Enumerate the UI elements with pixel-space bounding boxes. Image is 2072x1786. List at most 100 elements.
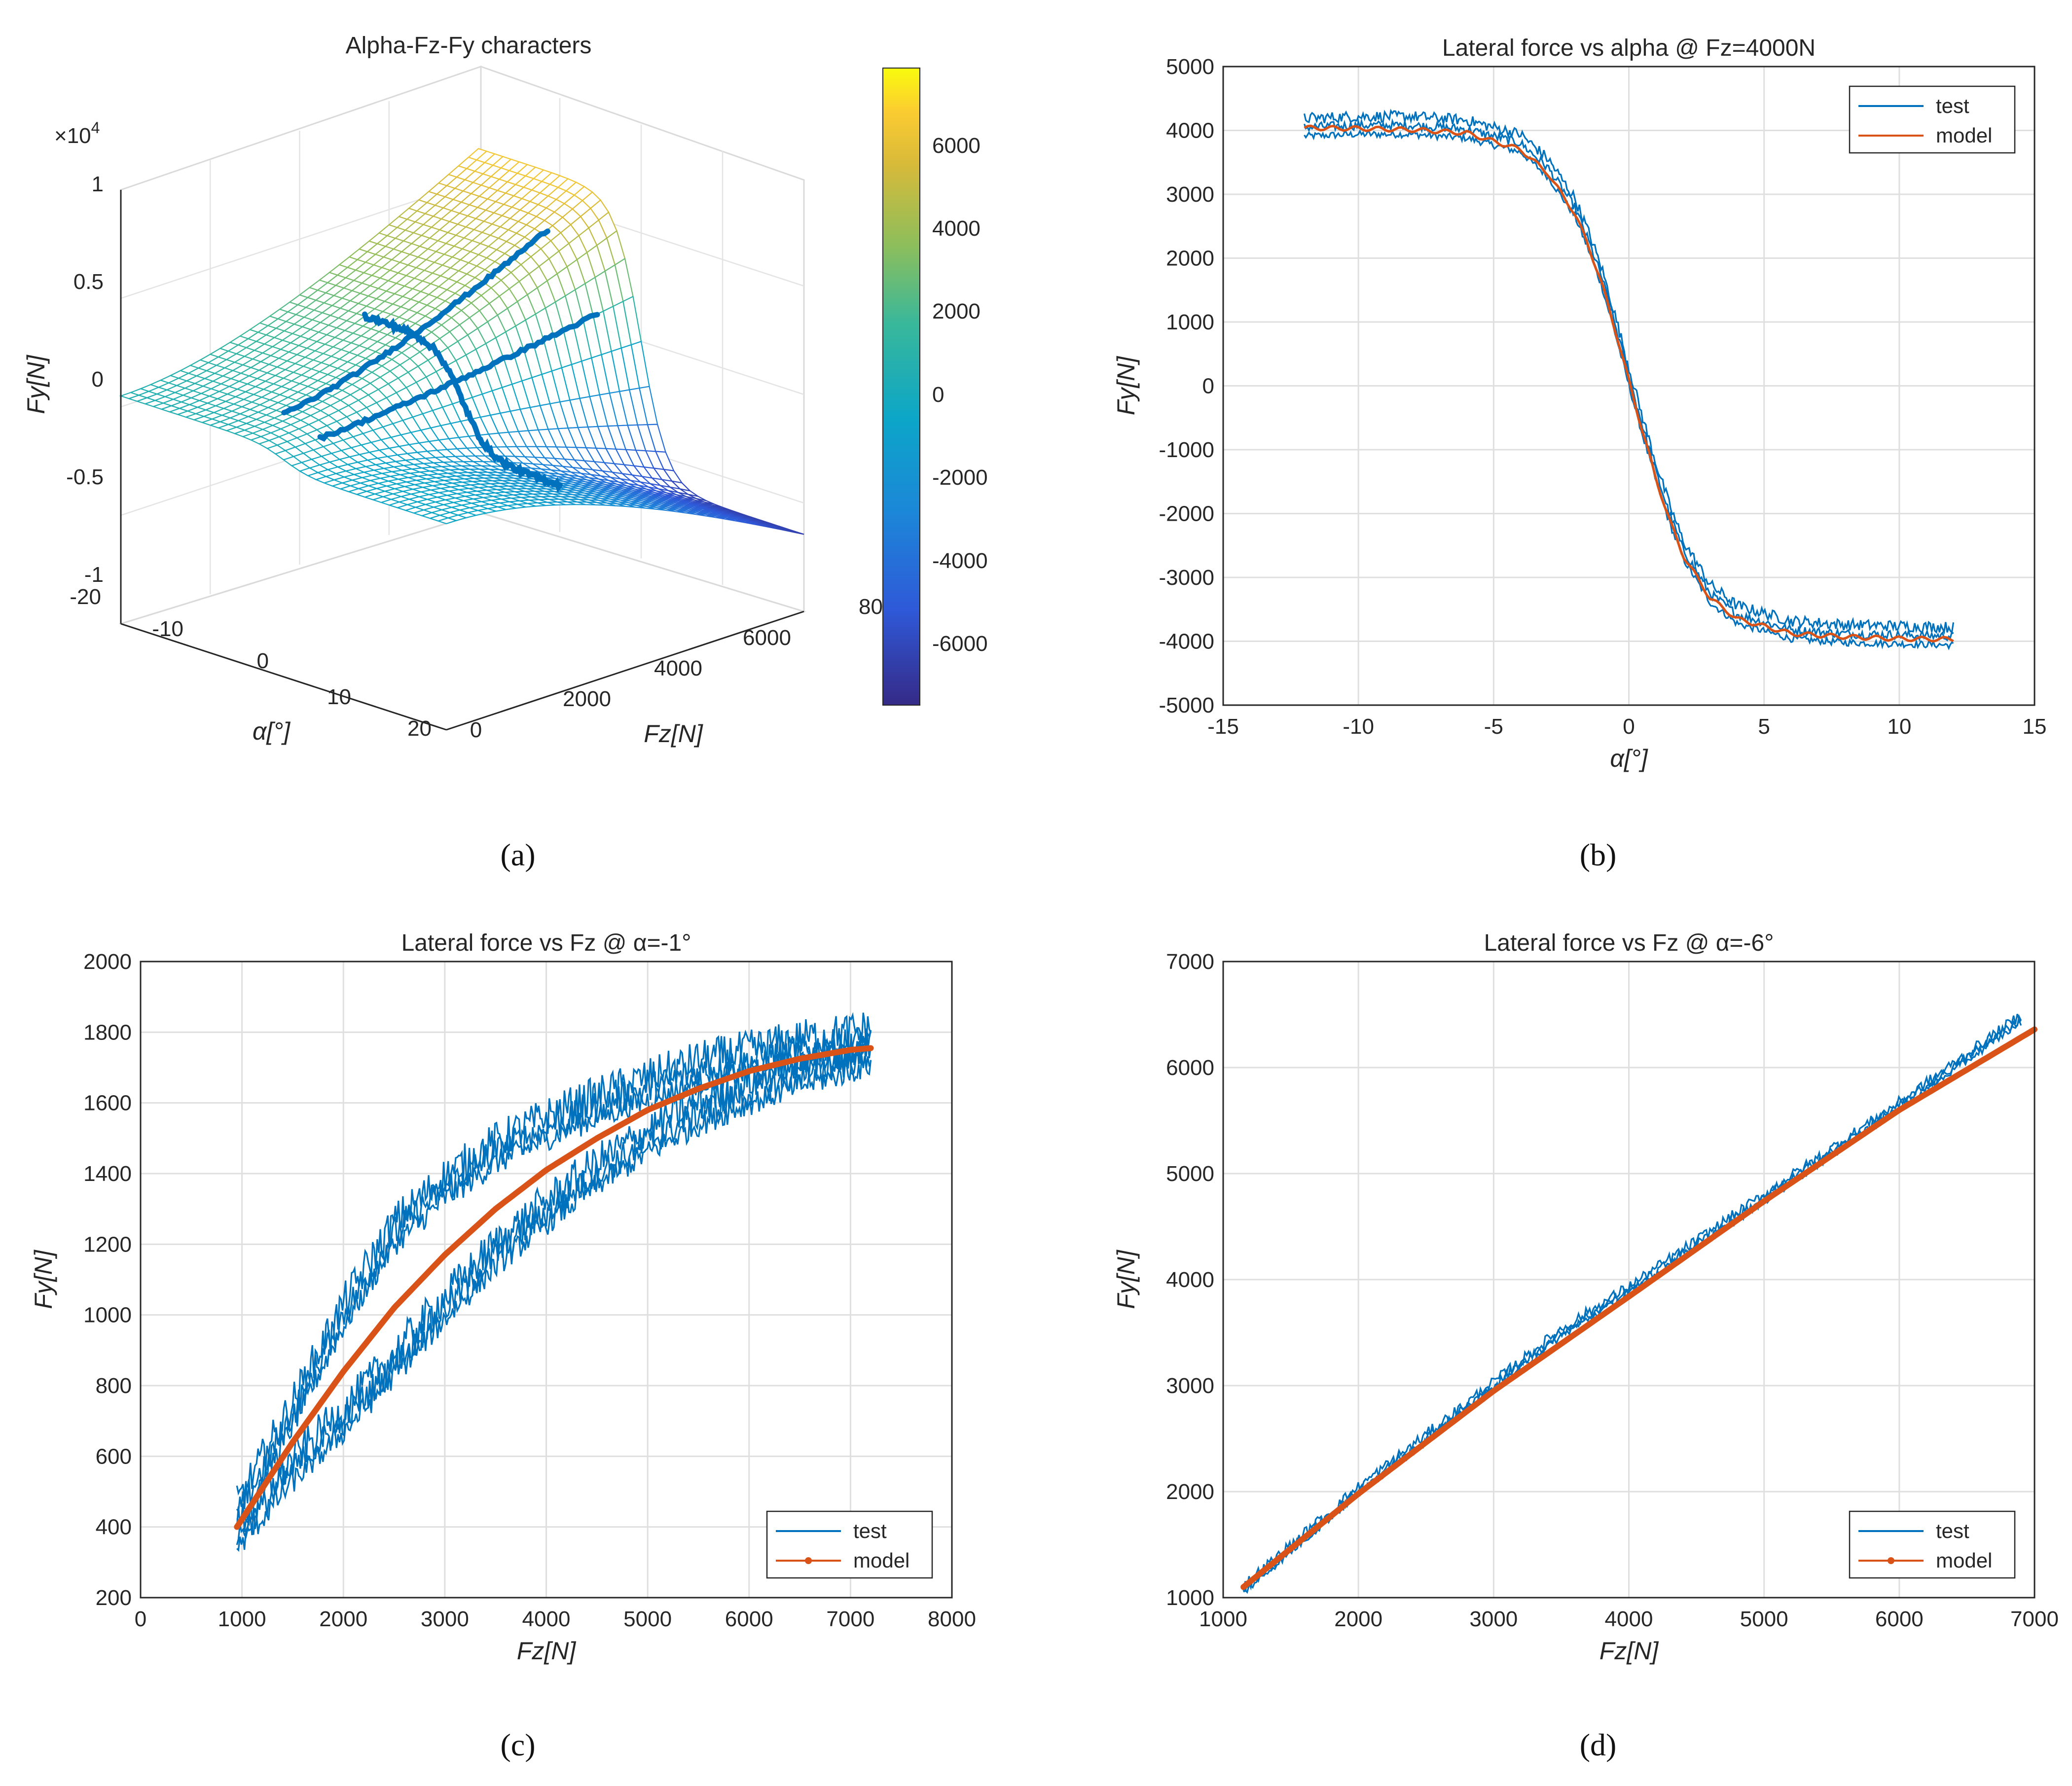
chart-b-series-model-line: [1304, 124, 1954, 643]
chart-d-x-tick: 6000: [1875, 1607, 1924, 1631]
chart-b-legend: [1849, 85, 2016, 154]
chart-b-y-tick: 4000: [1166, 119, 1214, 143]
chart-d-x-tick: 2000: [1334, 1607, 1382, 1631]
chart-c-model-point: [868, 1045, 874, 1051]
chart-d-model-point: [1490, 1388, 1497, 1394]
chart-b-legend-test-label: test: [1936, 94, 1969, 117]
chart-c-x-tick: 7000: [826, 1607, 874, 1631]
chart-b-x-tick: 10: [1887, 714, 1911, 739]
chart-a-fz-ticks: 0 2000 4000 6000 8000: [470, 595, 907, 742]
chart-c-y-tick: 1000: [83, 1303, 132, 1327]
chart-b-x-tick: 0: [1623, 714, 1635, 739]
chart-b-x-tick: -5: [1484, 714, 1503, 739]
chart-c-model-point: [847, 1047, 854, 1053]
chart-c-x-tick: 8000: [928, 1607, 976, 1631]
chart-a-floor: [118, 512, 806, 731]
chart-c-model-point: [234, 1524, 240, 1530]
chart-a-z-tick: -1: [84, 563, 104, 587]
chart-c-model-point: [746, 1068, 752, 1074]
chart-b-y-tick: -5000: [1159, 693, 1214, 717]
chart-c-ylabel: Fy[N]: [30, 1250, 57, 1309]
chart-b-ylabel: Fy[N]: [1112, 356, 1140, 416]
chart-c-axes-box: [140, 961, 953, 1599]
chart-c-model-point: [543, 1167, 549, 1173]
chart-c-y-tick: 1800: [83, 1020, 132, 1044]
chart-b-x-tick: -10: [1343, 714, 1374, 739]
chart-b-y-tick: -3000: [1159, 566, 1214, 590]
chart-d-y-tick: 2000: [1166, 1480, 1214, 1504]
chart-a-z-tick: 1: [92, 172, 104, 196]
chart-c-model-point: [391, 1305, 398, 1311]
chart-b-x-tick: 5: [1758, 714, 1770, 739]
chart-d-series-model-line: [1241, 1027, 2036, 1590]
chart-b-series-test-line: [1303, 108, 1955, 635]
panel-c: 0 1000 2000 3000 4000 5000 6000 7000 8000 2000 180…: [30, 930, 976, 1665]
chart-a-test-tracks: [281, 228, 600, 493]
chart-b-y-tick: 5000: [1166, 55, 1214, 79]
caption-a: (a): [500, 837, 535, 872]
chart-d-y-tick: 7000: [1166, 950, 1214, 974]
chart-c-model-point: [290, 1439, 296, 1445]
chart-c-legend-model-marker: [805, 1557, 812, 1564]
chart-a-alpha-ticks: -20 -10 0 10 20: [70, 585, 432, 741]
chart-a-track-alpha-sweep: [362, 311, 563, 493]
chart-a-alpha-tick: 0: [257, 649, 269, 673]
chart-a-z-tick: 0: [92, 367, 104, 392]
chart-d-y-tick: 1000: [1166, 1586, 1214, 1610]
chart-b-y-tick: -2000: [1159, 502, 1214, 526]
chart-c-x-tick: 2000: [319, 1607, 367, 1631]
chart-a-surface-cell: [786, 529, 804, 535]
chart-d-legend-model-marker: [1888, 1557, 1894, 1564]
chart-a-colorbar: [882, 68, 920, 706]
chart-c-y-tick: 400: [96, 1515, 132, 1539]
chart-b-title: Lateral force vs alpha @ Fz=4000N: [1442, 35, 1816, 61]
chart-a-alpha-tick: 10: [327, 685, 351, 709]
chart-c-legend-test-label: test: [853, 1519, 887, 1542]
chart-b-legend-model-label: model: [1936, 124, 1992, 147]
chart-c-y-tick: 1600: [83, 1091, 132, 1115]
chart-a-colorbar-tick: 6000: [932, 134, 981, 158]
chart-b-y-tick: 3000: [1166, 182, 1214, 207]
chart-c-y-tick: 200: [96, 1586, 132, 1610]
chart-d-x-tick: 7000: [2010, 1607, 2059, 1631]
chart-c-x-tick: 0: [135, 1607, 146, 1631]
chart-d-x-tick: 5000: [1740, 1607, 1788, 1631]
chart-d-ylabel: Fy[N]: [1112, 1250, 1140, 1309]
chart-c-x-tick: 3000: [421, 1607, 469, 1631]
chart-d-legend-test-label: test: [1936, 1519, 1969, 1542]
chart-d-y-tick: 6000: [1166, 1056, 1214, 1080]
chart-c-x-tick: 6000: [725, 1607, 773, 1631]
chart-b-xlabel: α[°]: [1610, 745, 1648, 772]
chart-d-legend: [1849, 1510, 2016, 1579]
chart-d-legend-model-label: model: [1936, 1549, 1992, 1572]
chart-a-colorbar-tick: 0: [932, 383, 944, 407]
chart-a-colorbar-tick: -6000: [932, 632, 988, 656]
panel-a: Alpha-Fz-Fy characters 1 0.5 0 -0.5 -1 ×…: [22, 33, 988, 872]
chart-a-z-ticks: 1 0.5 0 -0.5 -1: [66, 172, 104, 587]
panel-d: 1000 2000 3000 4000 5000 6000 7000 7000 6000 5000…: [1112, 930, 2059, 1665]
chart-d-y-tick: 3000: [1166, 1374, 1214, 1398]
chart-c-x-tick: 4000: [522, 1607, 571, 1631]
chart-d-x-tick: 1000: [1199, 1607, 1247, 1631]
chart-d-model-point: [1626, 1293, 1632, 1300]
caption-d: (d): [1580, 1727, 1617, 1762]
chart-d-axes-box: [1222, 961, 2036, 1599]
chart-a-zlabel: Fy[N]: [22, 355, 50, 414]
chart-d-model-point: [1896, 1107, 1902, 1113]
chart-c-y-tick: 600: [96, 1444, 132, 1468]
chart-a-alpha-axis: [120, 623, 447, 731]
chart-b-y-tick: 1000: [1166, 310, 1214, 334]
chart-a-alpha-tick: -20: [70, 585, 101, 609]
chart-d-x-tick: 4000: [1605, 1607, 1653, 1631]
chart-d-y-tick: 5000: [1166, 1162, 1214, 1186]
chart-a-xlabel: α[°]: [253, 717, 291, 745]
chart-c-y-tick: 800: [96, 1374, 132, 1398]
chart-c-series-test-line: [236, 1056, 872, 1552]
chart-c-xlabel: Fz[N]: [517, 1637, 577, 1665]
chart-c-x-tick: 1000: [218, 1607, 266, 1631]
chart-a-colorbar-tick: -2000: [932, 465, 988, 490]
chart-d-xlabel: Fz[N]: [1599, 1637, 1659, 1665]
chart-d-model-point: [1240, 1584, 1247, 1590]
chart-a-fz-tick: 6000: [743, 626, 791, 650]
chart-b-y-tick: 2000: [1166, 247, 1214, 271]
